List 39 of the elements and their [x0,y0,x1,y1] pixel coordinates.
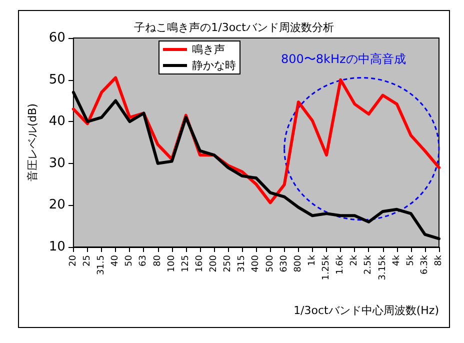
annotation: 800〜8kHzの中高音成 [281,52,406,66]
y-tick-label: 50 [48,72,66,88]
y-tick-label: 60 [48,30,66,46]
x-tick-label: 80 [152,254,163,266]
chart-title: 子ねこ鳴き声の1/3octバンド周波数分析 [134,21,334,34]
x-tick-label: 4k [392,254,402,266]
x-tick-label: 100 [166,254,177,272]
x-tick-label: 63 [138,255,149,266]
y-tick-label: 20 [48,198,66,213]
x-tick-label: 2.5k [364,254,374,275]
x-tick-label: 1k [307,254,318,266]
x-tick-label: 400 [251,254,262,272]
x-tick-label: 2k [350,254,360,266]
x-axis-title: 1/3octバンド中心周波数(Hz) [294,304,439,317]
x-tick-label: 315 [237,255,248,272]
x-tick-label: 1.6k [336,254,346,275]
x-tick-label: 200 [209,254,220,272]
y-axis-title: 音圧レベル(dB) [26,103,39,182]
x-tick-label: 800 [293,254,304,272]
x-tick-label: 3.15k [378,254,388,280]
x-tick-label: 20 [68,254,78,266]
y-tick-label: 40 [48,114,66,130]
y-tick-label: 10 [48,240,66,254]
y-tick-label: 30 [48,156,66,171]
x-tick-label: 31.5 [96,255,107,276]
x-tick-label: 50 [124,254,135,266]
x-tick-label: 250 [223,254,234,272]
x-tick-label: 500 [265,254,276,272]
x-tick-label: 8k [434,254,444,266]
x-tick-label: 160 [194,254,205,272]
x-tick-label: 630 [279,254,290,272]
x-tick-label: 25 [82,255,92,266]
x-tick-label: 40 [110,254,121,266]
x-tick-label: 6.3k [420,254,430,275]
legend-label: 鳴き声 [192,43,225,56]
legend-label: 静かな時 [192,59,236,72]
x-tick-label: 1.25k [322,254,332,280]
x-tick-label: 5k [406,254,416,266]
x-tick-label: 125 [180,255,191,272]
